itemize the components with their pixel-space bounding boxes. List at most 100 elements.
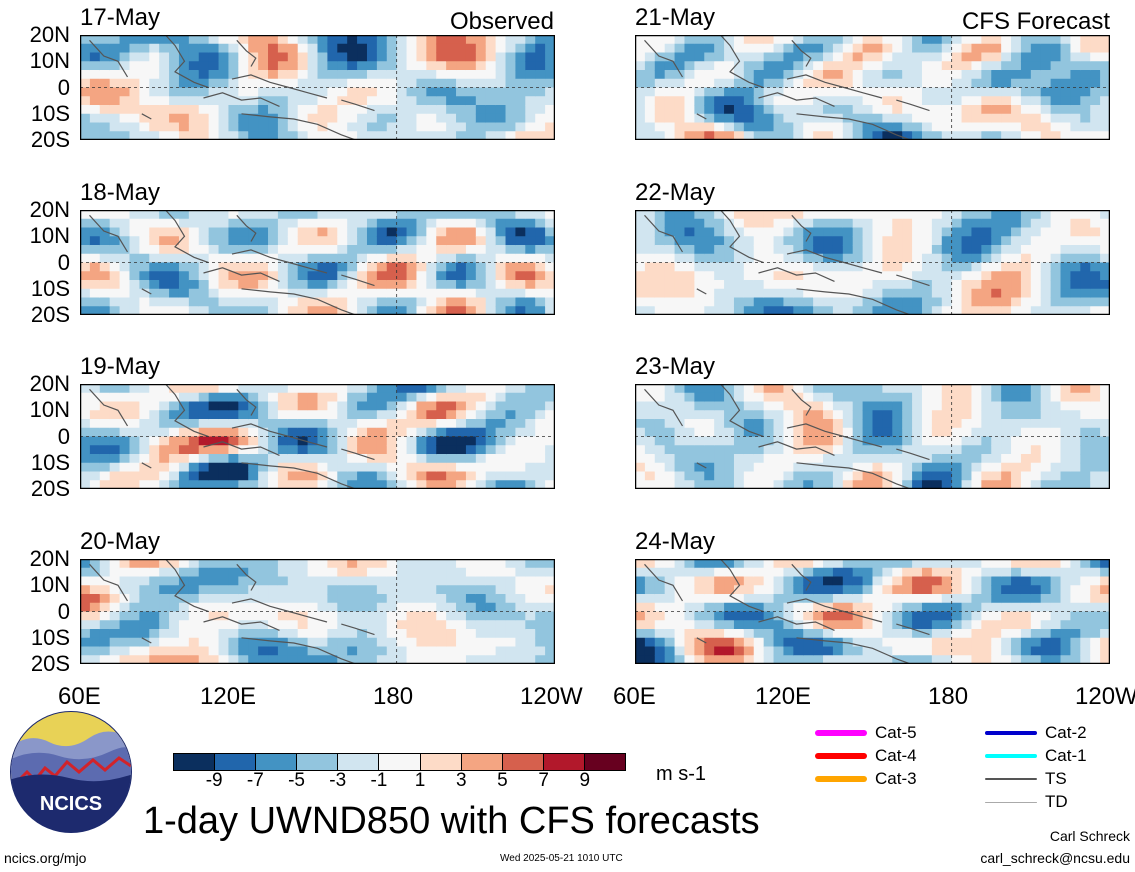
legend-line-swatch bbox=[815, 753, 867, 759]
field-cell bbox=[644, 637, 656, 648]
coastline bbox=[786, 598, 883, 623]
field-cell bbox=[644, 445, 656, 455]
field-cell bbox=[139, 471, 150, 481]
field-cell bbox=[773, 602, 785, 613]
field-cell bbox=[357, 288, 368, 299]
field-cell bbox=[426, 594, 437, 604]
field-cell bbox=[1100, 480, 1110, 489]
field-cell bbox=[862, 271, 874, 281]
field-cell bbox=[793, 410, 804, 420]
field-cell bbox=[535, 280, 546, 290]
field-cell bbox=[406, 629, 418, 639]
field-cell bbox=[169, 602, 180, 613]
field-cell bbox=[475, 78, 487, 89]
field-cell bbox=[882, 87, 893, 97]
field-cell bbox=[119, 602, 131, 613]
field-cell bbox=[704, 576, 715, 586]
field-cell bbox=[773, 227, 785, 237]
field-cell bbox=[991, 401, 1002, 411]
field-cell bbox=[842, 35, 854, 45]
field-cell bbox=[376, 602, 388, 613]
field-cell bbox=[733, 419, 745, 429]
field-cell bbox=[862, 227, 874, 237]
field-cell bbox=[347, 236, 358, 246]
wind-anomaly-map bbox=[635, 35, 1110, 140]
field-cell bbox=[783, 620, 794, 630]
field-cell bbox=[109, 419, 121, 429]
field-cell bbox=[495, 271, 507, 281]
field-cell bbox=[654, 52, 666, 62]
field-cell bbox=[376, 113, 388, 124]
field-cell bbox=[89, 35, 101, 45]
field-cell bbox=[1060, 227, 1072, 237]
field-cell bbox=[921, 655, 933, 664]
field-cell bbox=[89, 602, 101, 613]
field-cell bbox=[635, 576, 646, 586]
field-cell bbox=[1070, 462, 1081, 473]
field-cell bbox=[228, 585, 239, 595]
field-cell bbox=[1001, 271, 1012, 281]
field-cell bbox=[842, 297, 854, 307]
field-cell bbox=[337, 637, 348, 648]
field-cell bbox=[644, 218, 656, 229]
field-cell bbox=[99, 35, 111, 45]
field-cell bbox=[218, 646, 230, 656]
field-cell bbox=[783, 646, 794, 656]
field-cell bbox=[109, 471, 121, 481]
field-cell bbox=[139, 427, 150, 438]
field-cell bbox=[1080, 436, 1091, 446]
field-cell bbox=[1011, 236, 1022, 246]
field-cell bbox=[783, 288, 794, 299]
field-cell bbox=[198, 210, 210, 220]
field-cell bbox=[694, 131, 705, 140]
field-cell bbox=[159, 245, 170, 255]
field-cell bbox=[139, 637, 150, 648]
field-cell bbox=[1001, 131, 1012, 140]
field-cell bbox=[277, 271, 289, 281]
field-cell bbox=[89, 227, 101, 237]
field-cell bbox=[763, 96, 775, 106]
field-cell bbox=[1060, 410, 1072, 420]
field-cell bbox=[654, 419, 666, 429]
field-cell bbox=[198, 559, 210, 569]
field-cell bbox=[169, 61, 180, 71]
field-cell bbox=[99, 87, 111, 97]
field-cell bbox=[674, 480, 686, 489]
field-cell bbox=[684, 210, 695, 220]
field-cell bbox=[1011, 427, 1022, 438]
field-cell bbox=[951, 462, 963, 473]
field-cell bbox=[188, 210, 200, 220]
field-cell bbox=[436, 585, 447, 595]
field-cell bbox=[783, 471, 794, 481]
field-cell bbox=[406, 105, 418, 115]
field-cell bbox=[714, 454, 725, 464]
field-cell bbox=[1011, 655, 1022, 664]
field-cell bbox=[436, 122, 447, 132]
field-cell bbox=[961, 43, 973, 54]
field-cell bbox=[1060, 70, 1072, 80]
field-cell bbox=[951, 559, 963, 569]
field-cell bbox=[347, 602, 358, 613]
field-cell bbox=[297, 436, 309, 446]
field-cell bbox=[743, 262, 755, 272]
field-cell bbox=[218, 594, 230, 604]
field-cell bbox=[525, 445, 536, 455]
field-cell bbox=[505, 392, 517, 403]
field-cell bbox=[347, 445, 358, 455]
field-cell bbox=[357, 436, 368, 446]
field-cell bbox=[1100, 436, 1110, 446]
field-cell bbox=[1001, 253, 1012, 264]
field-cell bbox=[1020, 602, 1032, 613]
field-cell bbox=[743, 567, 755, 578]
field-cell bbox=[684, 113, 695, 124]
field-cell bbox=[80, 655, 91, 664]
field-cell bbox=[129, 594, 140, 604]
field-cell bbox=[793, 471, 804, 481]
field-cell bbox=[396, 392, 408, 403]
field-cell bbox=[545, 96, 555, 106]
field-cell bbox=[733, 245, 745, 255]
field-cell bbox=[495, 611, 507, 621]
field-cell bbox=[198, 401, 210, 411]
field-cell bbox=[485, 105, 497, 115]
field-cell bbox=[535, 297, 546, 307]
